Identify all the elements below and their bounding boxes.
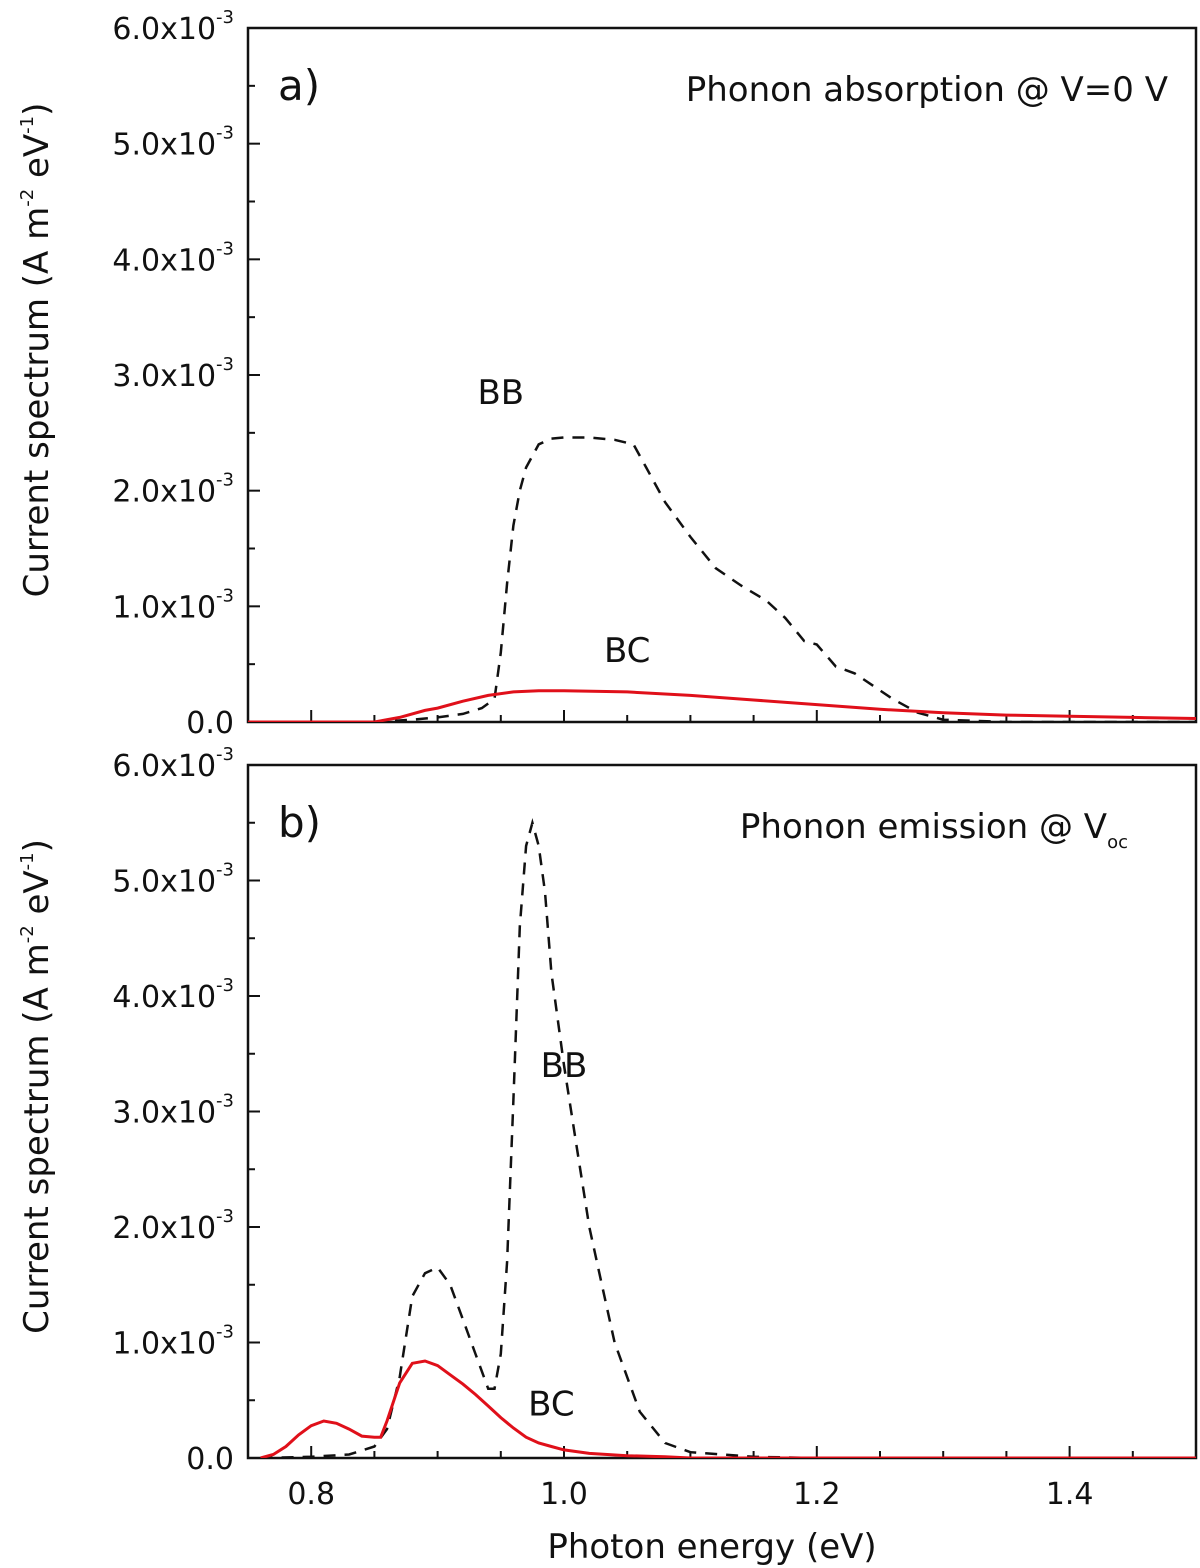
- plot-frame: [246, 763, 1198, 1460]
- y-tick-mantissa: 0.0: [186, 1442, 234, 1477]
- plot-frame: [246, 26, 1198, 724]
- y-tick-mantissa: 5.0x10: [112, 128, 216, 163]
- y-tick-label: 4.0x10-3: [112, 238, 234, 278]
- series-label-bb: BB: [477, 373, 524, 413]
- y-axis-label: Current spectrum (A m-2 eV-1): [17, 103, 57, 598]
- y-tick-label: 1.0x10-3: [112, 1322, 234, 1362]
- x-tick-label: 0.8: [287, 1477, 335, 1512]
- chart-panel-a: 0.01.0x10-32.0x10-33.0x10-34.0x10-35.0x1…: [17, 7, 1198, 741]
- y-tick-label: 3.0x10-3: [112, 1091, 234, 1131]
- panel-label: b): [278, 798, 321, 847]
- panel-annotation: Phonon emission @ Voc: [740, 807, 1128, 853]
- y-tick-mantissa: 1.0x10: [112, 1327, 216, 1362]
- y-axis-label-superscript: -2: [17, 189, 38, 207]
- y-tick-exponent: -3: [216, 585, 234, 606]
- y-tick-mantissa: 1.0x10: [112, 590, 216, 625]
- y-tick-label: 6.0x10-3: [112, 744, 234, 784]
- x-tick-label: 1.0: [540, 1477, 588, 1512]
- y-tick-mantissa: 3.0x10: [112, 1096, 216, 1131]
- y-tick-label: 2.0x10-3: [112, 1206, 234, 1246]
- y-axis-label-superscript: -1: [17, 116, 38, 134]
- series-label-bc: BC: [604, 631, 650, 671]
- y-axis-label: Current spectrum (A m-2 eV-1): [17, 839, 57, 1334]
- chart-panel-b: 0.01.0x10-32.0x10-33.0x10-34.0x10-35.0x1…: [17, 744, 1198, 1567]
- y-tick-exponent: -3: [216, 860, 234, 881]
- annotation-text: Phonon emission @ V: [740, 807, 1107, 847]
- y-axis-label-text: eV: [17, 870, 57, 925]
- y-tick-exponent: -3: [216, 1322, 234, 1343]
- y-tick-exponent: -3: [216, 470, 234, 491]
- y-tick-mantissa: 0.0: [186, 706, 234, 741]
- y-tick-label: 6.0x10-3: [112, 7, 234, 47]
- annotation-subscript: oc: [1107, 832, 1128, 853]
- y-tick-label: 2.0x10-3: [112, 470, 234, 510]
- y-tick-exponent: -3: [216, 354, 234, 375]
- y-axis-label-text: Current spectrum (A m: [17, 943, 57, 1334]
- y-tick-label: 0.0: [186, 706, 234, 741]
- y-tick-label: 1.0x10-3: [112, 585, 234, 625]
- panel-label: a): [278, 61, 320, 110]
- y-tick-mantissa: 4.0x10: [112, 243, 216, 278]
- y-tick-mantissa: 4.0x10: [112, 980, 216, 1015]
- annotation-text: Phonon absorption @ V=0 V: [686, 70, 1168, 110]
- y-tick-label: 5.0x10-3: [112, 123, 234, 163]
- y-tick-exponent: -3: [216, 1206, 234, 1227]
- y-axis-label-superscript: -2: [17, 925, 38, 943]
- y-tick-mantissa: 2.0x10: [112, 475, 216, 510]
- y-tick-mantissa: 6.0x10: [112, 749, 216, 784]
- y-tick-label: 5.0x10-3: [112, 860, 234, 900]
- panel-annotation: Phonon absorption @ V=0 V: [686, 70, 1168, 110]
- y-tick-exponent: -3: [216, 7, 234, 28]
- x-axis-label: Photon energy (eV): [547, 1527, 876, 1567]
- y-axis-label-text: ): [17, 103, 57, 116]
- y-tick-exponent: -3: [216, 238, 234, 259]
- series-label-bb: BB: [541, 1046, 588, 1086]
- y-axis-label-superscript: -1: [17, 852, 38, 870]
- y-tick-mantissa: 3.0x10: [112, 359, 216, 394]
- y-tick-exponent: -3: [216, 123, 234, 144]
- y-tick-exponent: -3: [216, 744, 234, 765]
- y-tick-mantissa: 2.0x10: [112, 1211, 216, 1246]
- y-tick-label: 3.0x10-3: [112, 354, 234, 394]
- y-tick-label: 4.0x10-3: [112, 975, 234, 1015]
- series-line-bb: [248, 436, 1196, 722]
- series-line-bc: [260, 1359, 1196, 1458]
- y-tick-mantissa: 6.0x10: [112, 12, 216, 47]
- series-label-bc: BC: [528, 1384, 574, 1424]
- y-axis-label-text: ): [17, 839, 57, 852]
- series-line-bb: [260, 818, 1196, 1458]
- x-tick-label: 1.4: [1046, 1477, 1094, 1512]
- y-tick-exponent: -3: [216, 1091, 234, 1112]
- series-line-bc: [248, 689, 1196, 722]
- y-tick-mantissa: 5.0x10: [112, 865, 216, 900]
- y-axis-label-text: Current spectrum (A m: [17, 207, 57, 598]
- y-tick-label: 0.0: [186, 1442, 234, 1477]
- y-axis-label-text: eV: [17, 134, 57, 189]
- x-tick-label: 1.2: [793, 1477, 841, 1512]
- y-tick-exponent: -3: [216, 975, 234, 996]
